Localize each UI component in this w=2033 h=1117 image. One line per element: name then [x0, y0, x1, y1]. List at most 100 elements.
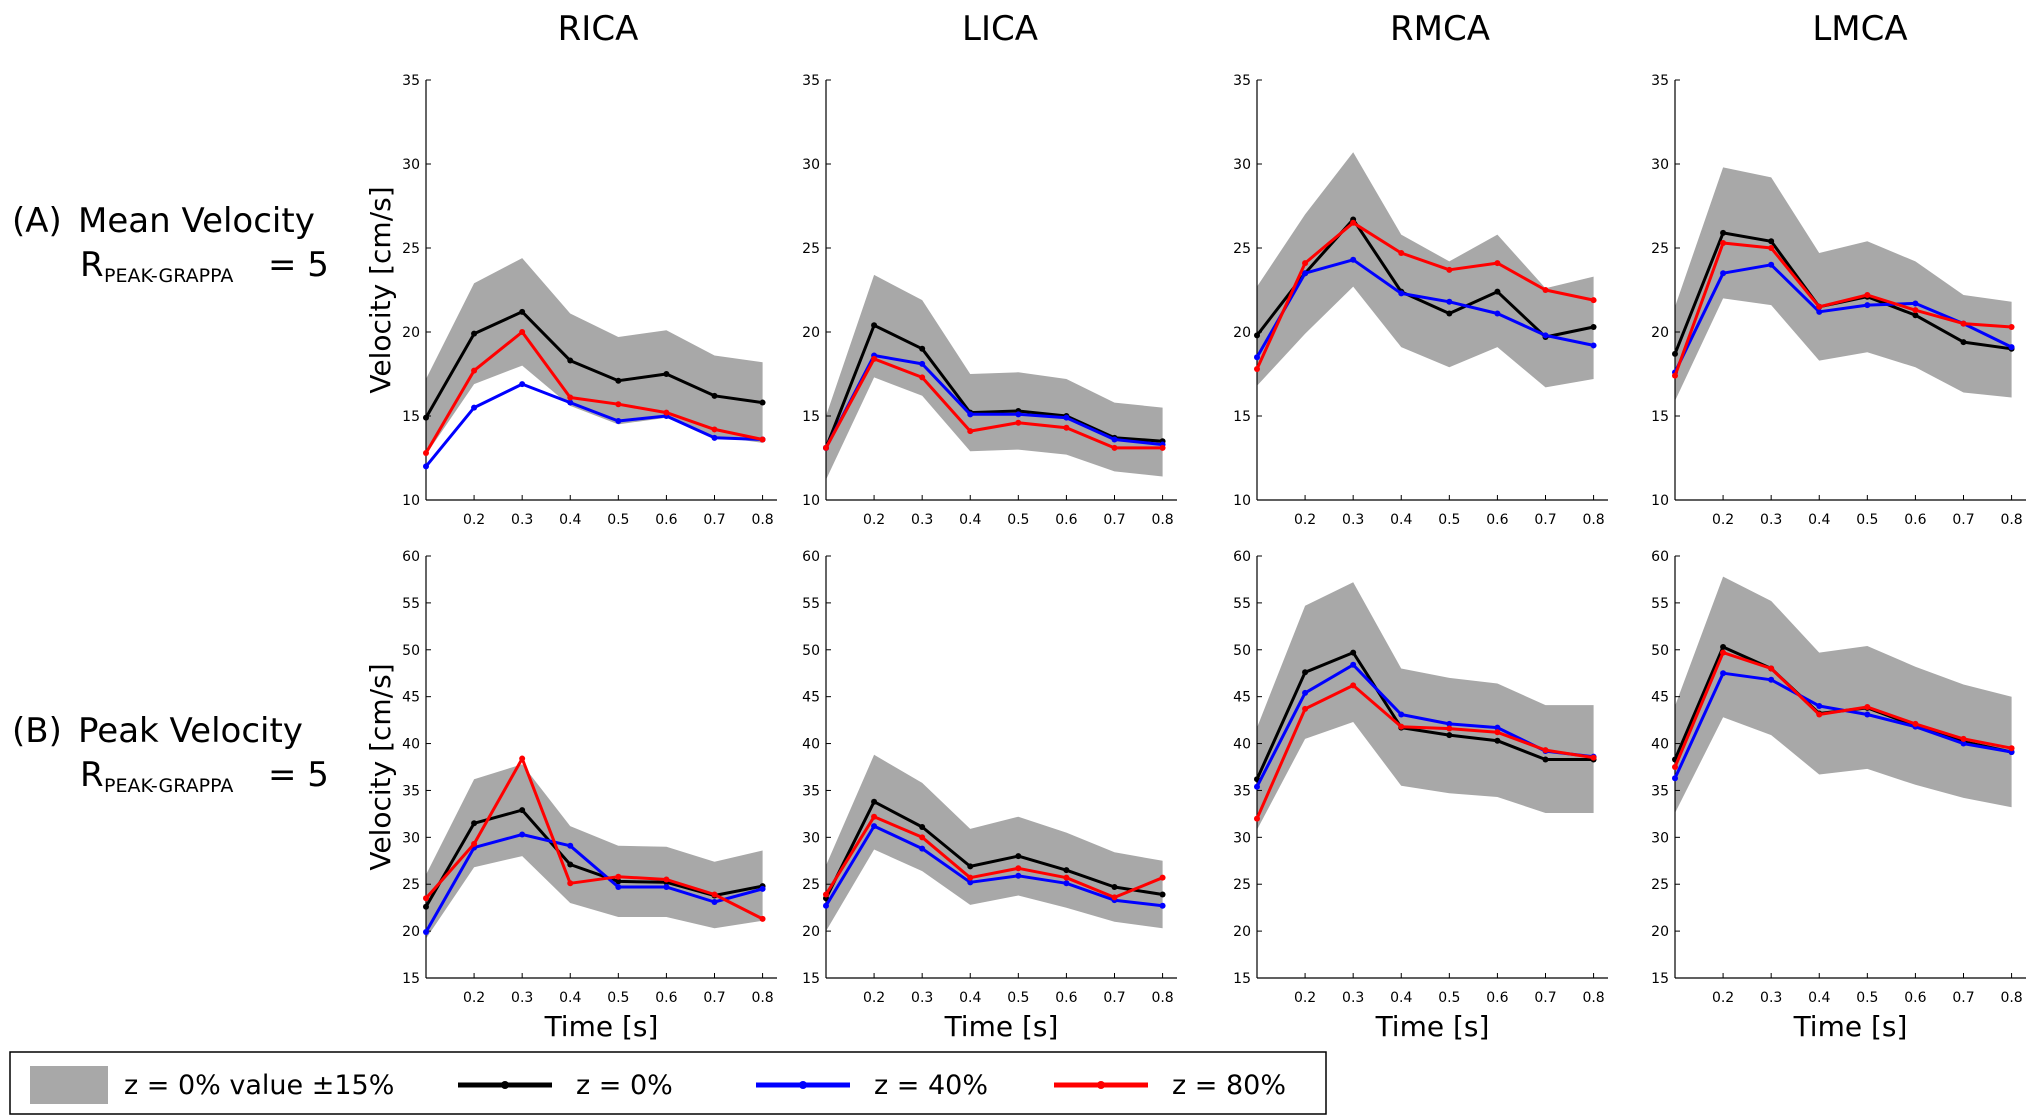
x-tick-label: 0.6: [655, 990, 677, 1006]
data-point-z80: [919, 834, 926, 841]
y-tick-label: 20: [1651, 325, 1669, 341]
x-axis-label: Time [s]: [1793, 1010, 1908, 1043]
data-point-z0: [1960, 339, 1967, 346]
chart-rmca-mean: 10 15 20 25 30 35 0.2 0.3 0.4 0.5 0.6 0.7 0.8: [1233, 73, 1608, 528]
data-point-z0: [519, 308, 526, 315]
data-point-z40: [1398, 711, 1405, 718]
data-point-z80: [1398, 723, 1405, 730]
y-tick-label: 25: [402, 241, 420, 257]
data-point-z80: [1672, 764, 1678, 770]
data-point-z40: [711, 434, 718, 441]
y-tick-label: 40: [802, 737, 820, 753]
data-point-z0: [1254, 332, 1260, 339]
y-tick-label: 10: [802, 493, 820, 509]
x-tick-label: 0.3: [511, 512, 533, 528]
row-label-b: (B) Peak Velocity R PEAK-GRAPPA = 5: [12, 711, 329, 797]
x-tick-label: 0.3: [511, 990, 533, 1006]
data-point-z80: [1254, 815, 1260, 822]
data-point-z40: [1063, 414, 1070, 421]
y-tick-label: 40: [402, 737, 420, 753]
y-tick-label: 20: [402, 325, 420, 341]
legend-marker: [799, 1081, 807, 1089]
data-point-z0: [471, 330, 478, 337]
y-tick-label: 25: [402, 877, 420, 893]
y-tick-label: 20: [1651, 924, 1669, 940]
y-tick-label: 55: [1651, 596, 1669, 612]
data-point-z80: [519, 329, 526, 335]
data-point-z80: [711, 891, 718, 898]
y-tick-label: 35: [402, 783, 420, 799]
data-point-z0: [567, 357, 574, 364]
y-tick-label: 20: [1233, 924, 1251, 940]
legend-z40-swatch: [756, 1081, 850, 1089]
x-tick-label: 0.6: [1486, 990, 1508, 1006]
data-point-z80: [423, 895, 429, 902]
data-point-z80: [1350, 682, 1357, 689]
x-tick-label: 0.7: [1534, 512, 1556, 528]
data-point-z80: [1302, 705, 1309, 712]
y-tick-label: 20: [1233, 325, 1251, 341]
y-tick-label: 30: [802, 157, 820, 173]
data-point-z0: [1912, 312, 1919, 319]
y-tick-label: 35: [802, 73, 820, 89]
x-tick-label: 0.6: [1055, 512, 1077, 528]
series-line-z80: [1255, 221, 1594, 370]
band-lmca-mean: [1675, 167, 2012, 401]
data-point-z0: [967, 863, 974, 870]
x-tick-label: 0.2: [1294, 990, 1316, 1006]
x-tick-label: 0.4: [559, 990, 581, 1006]
data-point-z0: [423, 414, 429, 421]
y-tick-label: 25: [1651, 241, 1669, 257]
x-axis-label: Time [s]: [944, 1010, 1059, 1043]
x-tick-label: 0.7: [1534, 990, 1556, 1006]
data-point-z80: [967, 428, 974, 435]
y-tick-label: 50: [402, 643, 420, 659]
data-point-z40: [1720, 670, 1727, 677]
data-point-z0: [1768, 238, 1775, 245]
chart-lica-mean: 10 15 20 25 30 35 0.2 0.3 0.4 0.5 0.6 0.7 0.8: [802, 73, 1177, 528]
data-point-z80: [2008, 745, 2015, 752]
series-line-z40: [1255, 258, 1594, 358]
plot-grid: 10 15 20 25 30 35 0.2 0.3 0.4 0.5 0.6 0.7 0.8 Velocit…: [364, 73, 2026, 1043]
y-tick-label: 30: [1233, 830, 1251, 846]
legend-z0-swatch: [458, 1081, 552, 1089]
x-tick-label: 0.8: [1582, 512, 1604, 528]
data-point-z0: [871, 322, 878, 329]
x-tick-label: 0.5: [1007, 512, 1029, 528]
series-line-z80: [1673, 241, 2012, 377]
data-point-z0: [1350, 649, 1357, 656]
data-point-z80: [823, 891, 829, 898]
y-tick-label: 30: [402, 157, 420, 173]
y-tick-label: 30: [1651, 157, 1669, 173]
data-point-z80: [1912, 720, 1919, 727]
y-tick-label: 50: [802, 643, 820, 659]
x-tick-label: 0.4: [1390, 990, 1412, 1006]
data-point-z80: [1446, 266, 1453, 273]
series-line-z40: [424, 833, 763, 933]
data-point-z80: [615, 401, 622, 408]
data-point-z80: [1542, 287, 1549, 293]
data-point-z40: [519, 831, 526, 838]
y-axis-label: Velocity [cm/s]: [364, 186, 397, 393]
data-point-z40: [967, 411, 974, 418]
data-point-z0: [1015, 853, 1022, 860]
x-tick-label: 0.6: [1904, 990, 1926, 1006]
data-point-z0: [1063, 867, 1070, 874]
data-point-z40: [2008, 344, 2015, 351]
y-tick-label: 25: [1651, 877, 1669, 893]
data-point-z0: [759, 399, 766, 406]
series-line-z0: [424, 310, 763, 419]
y-tick-label: 15: [1651, 971, 1669, 987]
data-point-z40: [1350, 661, 1357, 668]
data-point-z0: [1720, 229, 1727, 236]
column-title-rica: RICA: [558, 9, 639, 49]
x-tick-label: 0.5: [607, 512, 629, 528]
y-tick-label: 40: [1233, 737, 1251, 753]
data-point-z40: [967, 879, 974, 886]
y-tick-label: 55: [802, 596, 820, 612]
series-line-z80: [1255, 683, 1594, 820]
data-point-z80: [871, 355, 878, 362]
x-tick-label: 0.4: [559, 512, 581, 528]
data-point-z80: [423, 449, 429, 456]
x-axis-label: Time [s]: [544, 1010, 659, 1043]
